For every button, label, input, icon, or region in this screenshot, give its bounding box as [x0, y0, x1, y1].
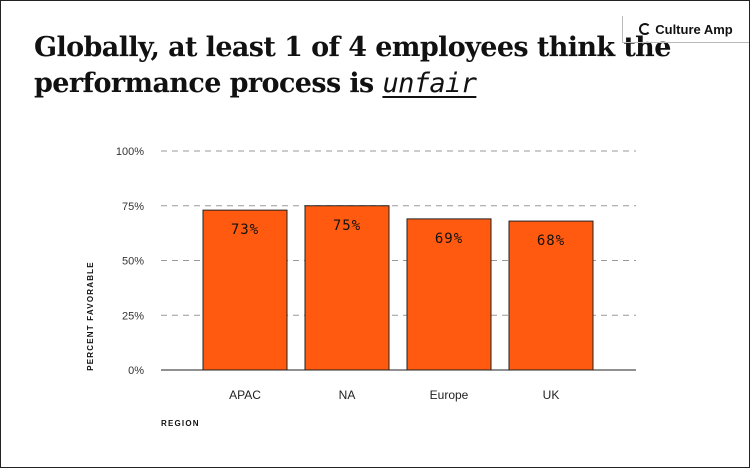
y-tick-label: 0%: [128, 365, 144, 377]
bar-europe: [406, 218, 492, 371]
chart-title: Globally, at least 1 of 4 employees thin…: [34, 32, 671, 99]
x-tick-label: NA: [339, 388, 356, 402]
data-label: 69%: [435, 231, 463, 247]
y-tick-label: 25%: [122, 310, 144, 322]
y-tick-label: 100%: [116, 146, 144, 158]
culture-amp-logo: Culture Amp: [622, 16, 749, 43]
x-tick-label: Europe: [430, 388, 469, 402]
data-label: 68%: [537, 233, 565, 249]
x-axis-title: REGION: [161, 419, 200, 428]
data-label: 73%: [231, 222, 259, 238]
y-axis-title: PERCENT FAVORABLE: [86, 261, 95, 371]
bar-uk: [508, 220, 594, 371]
bar-na: [304, 205, 390, 371]
data-label: 75%: [333, 218, 361, 234]
x-tick-label: APAC: [229, 388, 261, 402]
y-tick-label: 50%: [122, 256, 144, 268]
logo-icon: [639, 23, 652, 35]
y-tick-label: 75%: [122, 201, 144, 213]
x-tick-label: UK: [543, 388, 560, 402]
bar-apac: [202, 209, 288, 371]
